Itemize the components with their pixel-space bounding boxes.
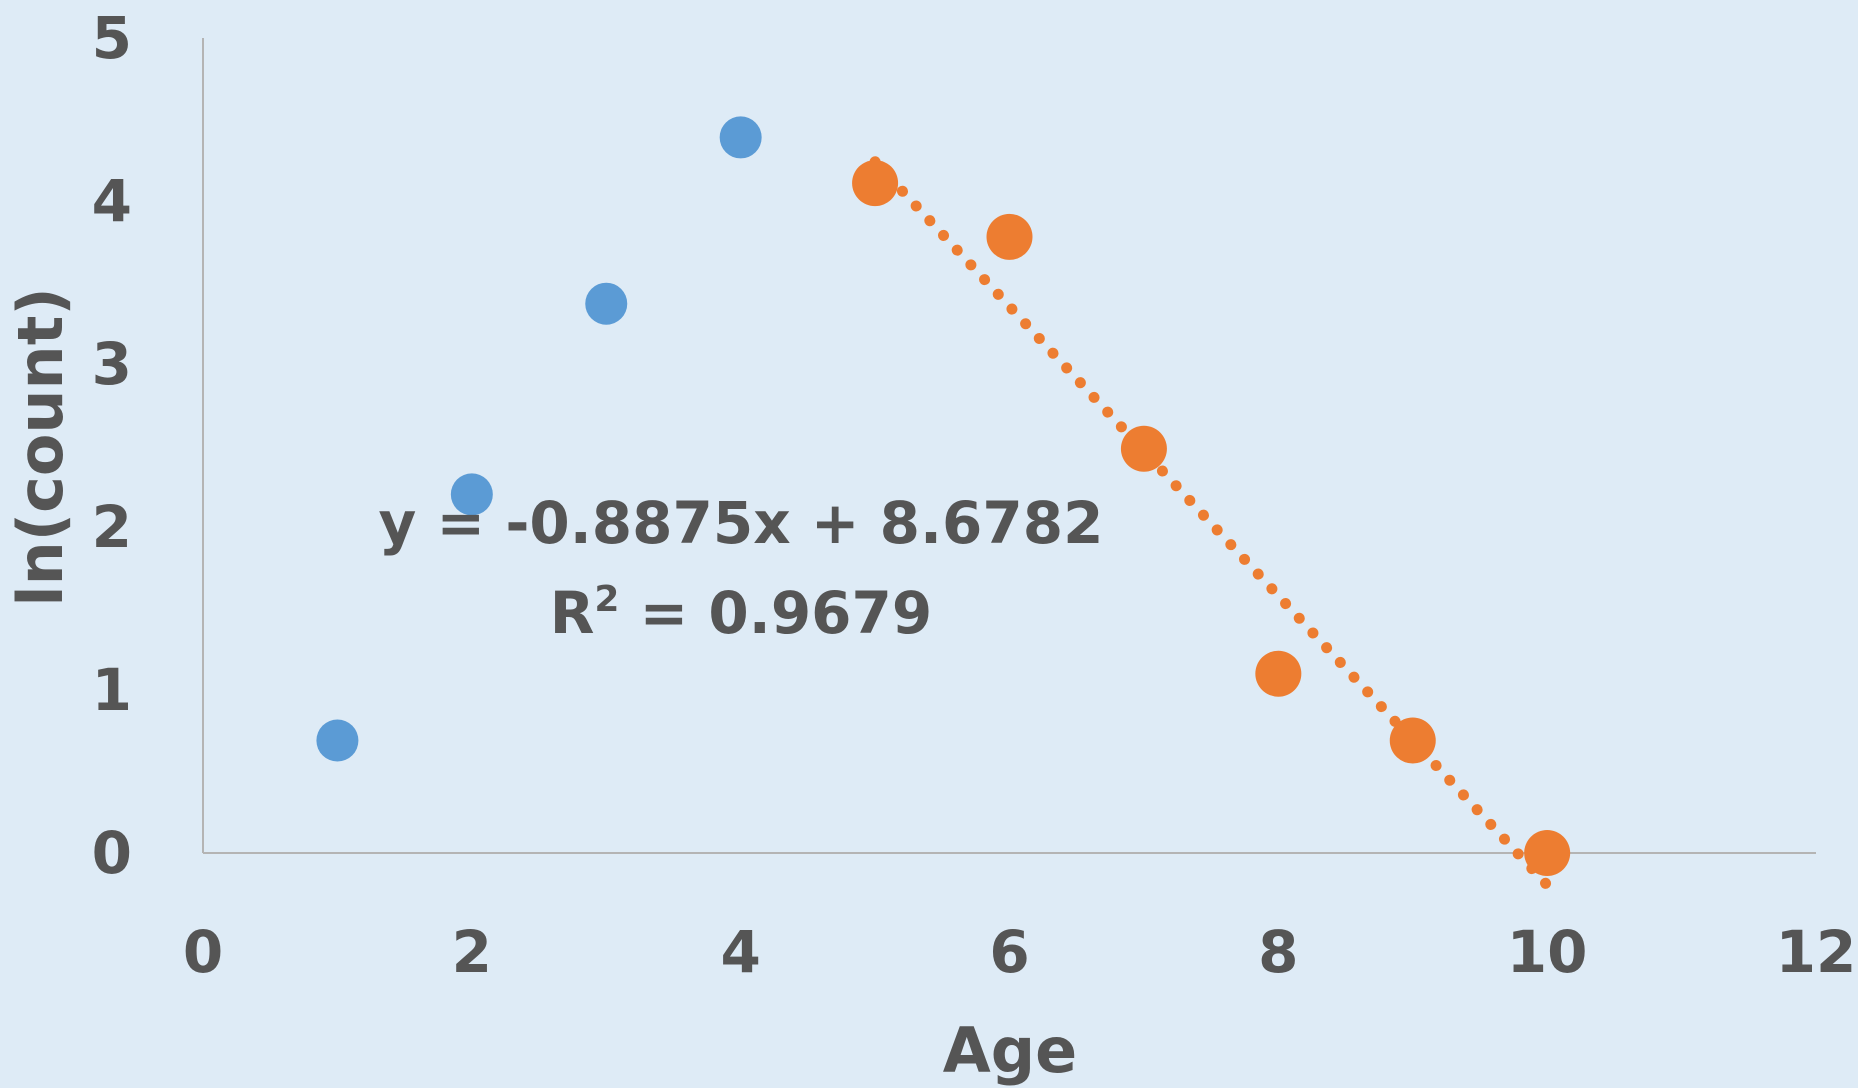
trendline (869, 156, 1553, 891)
data-point (1524, 830, 1571, 876)
x-tick-label: 8 (1258, 918, 1298, 986)
data-point (986, 213, 1033, 260)
x-tick-labels: 0 2 4 6 8 10 12 (183, 918, 1857, 986)
data-point (1255, 650, 1302, 697)
data-point (719, 116, 762, 159)
data-point (1120, 425, 1167, 472)
x-tick-label: 0 (183, 918, 223, 986)
y-tick-label: 3 (92, 330, 132, 398)
x-tick-label: 10 (1507, 918, 1588, 986)
y-tick-label: 1 (92, 656, 132, 724)
trendline-path (869, 156, 1553, 891)
data-point (585, 282, 628, 325)
data-points (316, 116, 1571, 876)
y-tick-label: 2 (92, 493, 132, 561)
r-squared-value: = 0.9679 (619, 579, 932, 647)
y-axis-title: ln(count) (4, 287, 77, 606)
r-squared-symbol: R (550, 579, 595, 647)
x-axis-title: Age (943, 1014, 1077, 1087)
trendline-r-squared: R2 = 0.9679 (550, 579, 933, 647)
y-tick-label: 0 (92, 819, 132, 887)
data-point (852, 160, 899, 207)
data-point (1389, 717, 1436, 764)
data-point (316, 719, 359, 762)
x-tick-label: 12 (1776, 918, 1857, 986)
trendline-equation: y = -0.8875x + 8.6782 (379, 489, 1104, 557)
r-squared-superscript: 2 (594, 579, 619, 620)
x-tick-label: 4 (720, 918, 760, 986)
x-tick-label: 6 (989, 918, 1029, 986)
x-tick-label: 2 (452, 918, 492, 986)
y-tick-label: 5 (92, 4, 132, 72)
data-point (450, 473, 493, 516)
y-tick-label: 4 (92, 167, 132, 235)
y-tick-labels: 0 1 2 3 4 5 (92, 4, 132, 887)
